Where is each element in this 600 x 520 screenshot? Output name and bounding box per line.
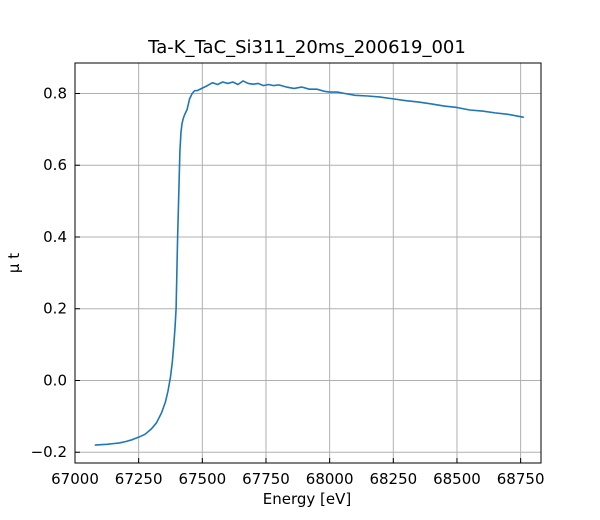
x-axis-label: Energy [eV] (263, 490, 351, 508)
x-axis: 67000 67250 67500 67750 68000 68250 68500 68750 (51, 458, 544, 488)
x-tick-label: 68500 (433, 470, 481, 488)
x-tick-label: 68000 (306, 470, 354, 488)
y-tick-label: 0.8 (43, 84, 67, 102)
x-tick-label: 67250 (115, 470, 163, 488)
series-line (94, 80, 524, 446)
y-tick-label: −0.2 (31, 443, 67, 461)
y-axis: −0.2 0.0 0.2 0.4 0.6 0.8 (31, 84, 80, 461)
grid (74, 63, 541, 463)
x-tick-label: 68250 (369, 470, 417, 488)
x-tick-label: 67000 (51, 470, 99, 488)
y-axis-label: μ t (5, 253, 23, 273)
x-tick-label: 67500 (178, 470, 226, 488)
y-tick-label: 0.0 (43, 371, 67, 389)
x-tick-label: 68750 (497, 470, 545, 488)
series-layer (94, 80, 524, 446)
x-tick-label: 67750 (242, 470, 290, 488)
y-tick-label: 0.2 (43, 300, 67, 318)
y-tick-label: 0.6 (43, 156, 67, 174)
plot-frame (74, 62, 542, 464)
chart-title: Ta-K_TaC_Si311_20ms_200619_001 (147, 37, 466, 58)
y-tick-label: 0.4 (43, 228, 67, 246)
